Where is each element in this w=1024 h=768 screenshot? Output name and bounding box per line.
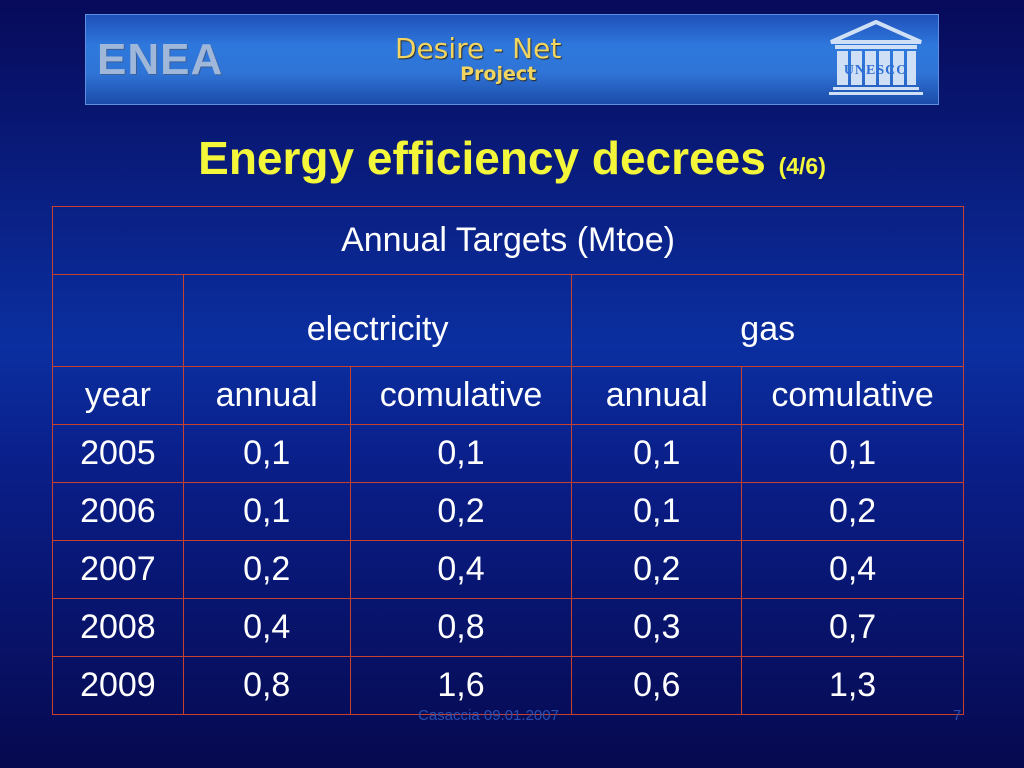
table-cell: 0,8 bbox=[349, 598, 573, 657]
table-cell: 2008 bbox=[52, 598, 184, 657]
table-cell: 2009 bbox=[52, 656, 184, 715]
header-banner: ENEA Desire - Net Project UNESCO bbox=[85, 14, 939, 105]
table-cell: 0,2 bbox=[182, 540, 351, 599]
column-header: annual bbox=[182, 366, 351, 425]
group-electricity: electricity bbox=[182, 274, 573, 367]
table-cell: 0,1 bbox=[571, 424, 743, 483]
enea-logo: ENEA bbox=[97, 35, 224, 84]
column-header: annual bbox=[571, 366, 743, 425]
empty-cell bbox=[52, 274, 184, 367]
project-subtitle: Project bbox=[460, 63, 537, 85]
table-row: 2005 0,1 0,1 0,1 0,1 bbox=[52, 424, 964, 483]
table-cell: 2007 bbox=[52, 540, 184, 599]
table-caption-row: Annual Targets (Mtoe) bbox=[52, 206, 964, 275]
column-header: comulative bbox=[349, 366, 573, 425]
table-cell: 2006 bbox=[52, 482, 184, 541]
table-cell: 0,1 bbox=[182, 482, 351, 541]
table-cell: 0,6 bbox=[571, 656, 743, 715]
project-title: Desire - Net bbox=[395, 32, 562, 65]
slide-title: Energy efficiency decrees (4/6) bbox=[0, 130, 1024, 194]
project-logo: Desire - Net Project bbox=[395, 32, 562, 85]
table-cell: 0,1 bbox=[571, 482, 743, 541]
table-cell: 0,7 bbox=[741, 598, 964, 657]
table-cell: 0,2 bbox=[741, 482, 964, 541]
page-number: 7 bbox=[953, 707, 962, 724]
column-header: comulative bbox=[741, 366, 964, 425]
table-header-row: year annual comulative annual comulative bbox=[52, 366, 964, 425]
table-cell: 0,4 bbox=[182, 598, 351, 657]
group-gas: gas bbox=[571, 274, 964, 367]
table-row: 2006 0,1 0,2 0,1 0,2 bbox=[52, 482, 964, 541]
table-group-row: electricity gas bbox=[52, 274, 964, 367]
column-header: year bbox=[52, 366, 184, 425]
table-row: 2008 0,4 0,8 0,3 0,7 bbox=[52, 598, 964, 657]
table-cell: 0,4 bbox=[349, 540, 573, 599]
table-cell: 0,2 bbox=[349, 482, 573, 541]
table-cell: 0,3 bbox=[571, 598, 743, 657]
table-cell: 0,1 bbox=[349, 424, 573, 483]
slide-title-suffix: (4/6) bbox=[778, 153, 826, 179]
table-cell: 0,1 bbox=[741, 424, 964, 483]
unesco-logo: UNESCO bbox=[829, 20, 923, 95]
table-cell: 1,3 bbox=[741, 656, 964, 715]
table-cell: 2005 bbox=[52, 424, 184, 483]
table-cell: 0,1 bbox=[182, 424, 351, 483]
unesco-logo-text: UNESCO bbox=[844, 63, 908, 78]
table-cell: 0,4 bbox=[741, 540, 964, 599]
slide-title-text: Energy efficiency decrees bbox=[198, 132, 766, 184]
annual-targets-table: Annual Targets (Mtoe) electricity gas ye… bbox=[52, 206, 964, 715]
table-row: 2007 0,2 0,4 0,2 0,4 bbox=[52, 540, 964, 599]
table-cell: 1,6 bbox=[349, 656, 573, 715]
table-caption: Annual Targets (Mtoe) bbox=[52, 206, 964, 275]
table-cell: 0,8 bbox=[182, 656, 351, 715]
footer-date: Casaccia 09.01.2007 bbox=[418, 707, 559, 724]
table-cell: 0,2 bbox=[571, 540, 743, 599]
table-row: 2009 0,8 1,6 0,6 1,3 bbox=[52, 656, 964, 715]
